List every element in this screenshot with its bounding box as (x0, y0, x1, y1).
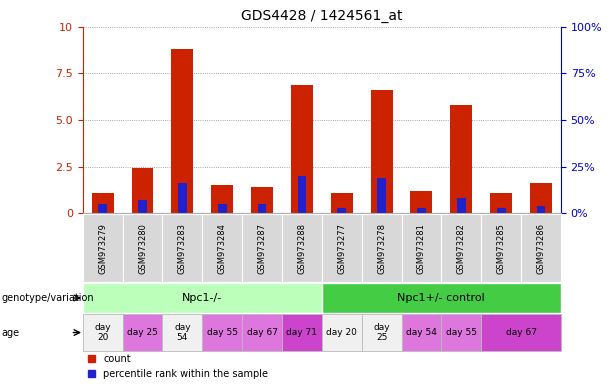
Bar (242, 214, 282, 282)
Bar (362, 314, 402, 351)
Bar (362, 214, 402, 282)
Text: day
25: day 25 (373, 323, 390, 342)
Text: GSM973288: GSM973288 (297, 223, 306, 273)
Bar (257, 204, 267, 213)
Bar (521, 214, 561, 282)
Bar (98, 204, 107, 213)
Text: day 55: day 55 (446, 328, 477, 337)
Bar (218, 204, 227, 213)
Bar (132, 169, 153, 213)
Bar (371, 90, 392, 213)
Bar (497, 207, 506, 213)
Bar (178, 183, 187, 213)
Bar (162, 214, 202, 282)
Bar (291, 84, 313, 213)
Bar (322, 283, 561, 313)
Bar (377, 178, 386, 213)
Bar (138, 200, 147, 213)
Text: Npc1+/- control: Npc1+/- control (397, 293, 485, 303)
Text: day 20: day 20 (326, 328, 357, 337)
Bar (441, 214, 481, 282)
Text: GSM973280: GSM973280 (138, 223, 147, 273)
Text: GSM973279: GSM973279 (98, 223, 107, 273)
Bar (83, 314, 123, 351)
Text: day 71: day 71 (286, 328, 318, 337)
Text: GSM973281: GSM973281 (417, 223, 426, 273)
Bar (282, 314, 322, 351)
Bar (123, 214, 162, 282)
Bar (322, 214, 362, 282)
Text: day 25: day 25 (127, 328, 158, 337)
Bar (417, 207, 426, 213)
Bar (202, 314, 242, 351)
Bar (322, 314, 362, 351)
Text: age: age (2, 328, 20, 338)
Title: GDS4428 / 1424561_at: GDS4428 / 1424561_at (241, 9, 403, 23)
Bar (83, 283, 322, 313)
Bar (123, 314, 162, 351)
Bar (451, 105, 472, 213)
Bar (536, 206, 546, 213)
Bar (242, 314, 282, 351)
Bar (337, 207, 346, 213)
Legend: count, percentile rank within the sample: count, percentile rank within the sample (88, 354, 268, 379)
Text: day
20: day 20 (94, 323, 111, 342)
Text: day 67: day 67 (246, 328, 278, 337)
Bar (172, 49, 193, 213)
Text: GSM973287: GSM973287 (257, 223, 267, 273)
Bar (490, 193, 512, 213)
Bar (162, 314, 202, 351)
Text: GSM973284: GSM973284 (218, 223, 227, 273)
Bar (92, 193, 113, 213)
Text: GSM973285: GSM973285 (497, 223, 506, 273)
Bar (202, 214, 242, 282)
Text: Npc1-/-: Npc1-/- (182, 293, 223, 303)
Text: day 54: day 54 (406, 328, 437, 337)
Text: day
54: day 54 (174, 323, 191, 342)
Bar (441, 314, 481, 351)
Bar (402, 214, 441, 282)
Text: GSM973282: GSM973282 (457, 223, 466, 273)
Text: GSM973278: GSM973278 (377, 223, 386, 273)
Text: GSM973283: GSM973283 (178, 223, 187, 273)
Text: day 67: day 67 (506, 328, 536, 337)
Text: GSM973277: GSM973277 (337, 223, 346, 273)
Text: genotype/variation: genotype/variation (2, 293, 94, 303)
Bar (530, 183, 552, 213)
Bar (402, 314, 441, 351)
Bar (297, 176, 306, 213)
Bar (282, 214, 322, 282)
Bar (411, 191, 432, 213)
Bar (331, 193, 352, 213)
Text: day 55: day 55 (207, 328, 238, 337)
Bar (481, 214, 521, 282)
Bar (211, 185, 233, 213)
Bar (83, 214, 123, 282)
Bar (457, 198, 466, 213)
Text: GSM973286: GSM973286 (536, 223, 546, 273)
Bar (481, 314, 561, 351)
Bar (251, 187, 273, 213)
